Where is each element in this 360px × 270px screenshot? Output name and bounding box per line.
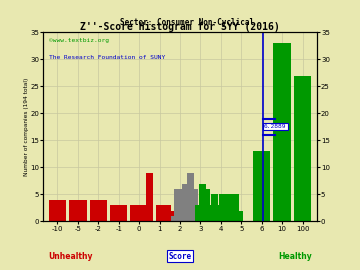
Text: The Research Foundation of SUNY: The Research Foundation of SUNY <box>49 55 165 60</box>
Bar <box>49 200 66 221</box>
Bar <box>183 184 190 221</box>
Bar <box>174 189 182 221</box>
Bar <box>207 205 214 221</box>
Text: 6.2889: 6.2889 <box>264 124 287 129</box>
Bar <box>294 76 311 221</box>
Bar <box>273 43 291 221</box>
Text: Healthy: Healthy <box>278 252 312 261</box>
Bar <box>160 205 167 221</box>
Bar <box>219 194 226 221</box>
Bar <box>190 189 198 221</box>
Text: Score: Score <box>168 252 192 261</box>
Bar <box>146 173 153 221</box>
Bar <box>253 151 270 221</box>
Title: Z''-Score Histogram for SYY (2016): Z''-Score Histogram for SYY (2016) <box>80 22 280 32</box>
Bar <box>228 205 235 221</box>
Bar <box>171 216 178 221</box>
Y-axis label: Number of companies (194 total): Number of companies (194 total) <box>24 78 29 176</box>
Text: Sector: Consumer Non-Cyclical: Sector: Consumer Non-Cyclical <box>120 18 254 26</box>
Bar <box>130 205 148 221</box>
Bar <box>231 194 239 221</box>
Bar <box>69 200 87 221</box>
Bar <box>164 205 171 221</box>
Bar <box>223 194 231 221</box>
Text: ©www.textbiz.org: ©www.textbiz.org <box>49 38 109 43</box>
Bar <box>156 205 163 221</box>
Bar <box>199 184 206 221</box>
Bar <box>235 211 243 221</box>
Bar <box>110 205 127 221</box>
Bar <box>195 205 202 221</box>
Bar <box>215 205 222 221</box>
Bar <box>167 211 175 221</box>
Bar <box>203 189 210 221</box>
Bar <box>211 194 219 221</box>
Bar <box>186 173 194 221</box>
Bar <box>90 200 107 221</box>
Bar <box>178 189 186 221</box>
Text: Unhealthy: Unhealthy <box>48 252 93 261</box>
